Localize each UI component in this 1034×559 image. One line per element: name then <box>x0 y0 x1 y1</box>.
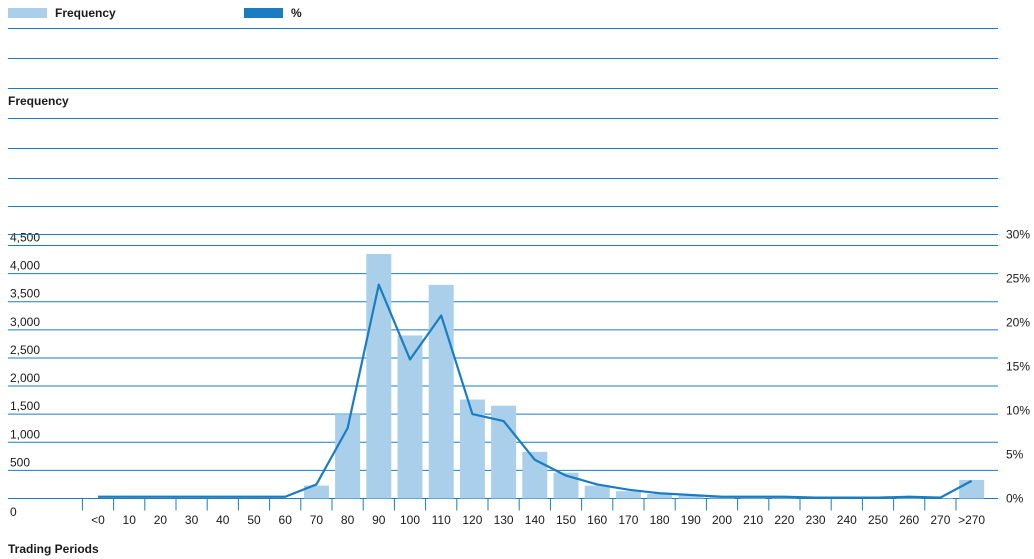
x-tick-label: 200 <box>712 513 732 527</box>
bar <box>771 497 797 499</box>
y-left-tick-label: 3,000 <box>10 315 40 329</box>
y-left-tick-label: 4,500 <box>10 231 40 245</box>
legend-label-frequency: Frequency <box>55 6 116 20</box>
x-tick-label: 170 <box>618 513 638 527</box>
bar <box>959 479 985 499</box>
bar <box>428 284 454 499</box>
x-tick-label: 250 <box>868 513 888 527</box>
x-tick-label: 100 <box>400 513 420 527</box>
y-left-tick-label: 0 <box>10 505 17 519</box>
x-tick-label: 220 <box>774 513 794 527</box>
y-right-tick-label: 20% <box>1006 316 1030 330</box>
y-left-tick-label: 4,000 <box>10 259 40 273</box>
x-tick-label: 70 <box>310 513 324 527</box>
x-tick-label: 150 <box>556 513 576 527</box>
bar <box>740 497 766 499</box>
legend-swatch-frequency <box>8 8 47 18</box>
x-tick-label: 30 <box>185 513 199 527</box>
x-tick-label: 230 <box>806 513 826 527</box>
x-tick-label: 210 <box>743 513 763 527</box>
legend-item-percent: % <box>244 6 302 20</box>
y-right-tick-label: 15% <box>1006 360 1030 374</box>
legend-swatch-percent <box>244 8 283 18</box>
bar <box>366 253 392 499</box>
x-tick-label: 180 <box>650 513 670 527</box>
y-left-tick-label: 3,500 <box>10 287 40 301</box>
y-left-tick-label: 1,500 <box>10 399 40 413</box>
x-tick-label: 80 <box>341 513 355 527</box>
x-tick-label: 160 <box>587 513 607 527</box>
x-tick-label: 110 <box>432 513 451 527</box>
x-tick-label: 20 <box>154 513 168 527</box>
x-tick-label: 50 <box>247 513 261 527</box>
x-tick-label: 140 <box>525 513 545 527</box>
y-right-tick-label: 25% <box>1006 272 1030 286</box>
y-right-tick-label: 10% <box>1006 404 1030 418</box>
bar <box>647 494 673 499</box>
y-left-tick-label: 2,500 <box>10 343 40 357</box>
bar <box>584 485 610 499</box>
bar <box>397 335 423 499</box>
legend-item-frequency: Frequency <box>8 6 116 20</box>
bar <box>678 495 704 499</box>
x-tick-label: 90 <box>372 513 386 527</box>
y-left-tick-label: 2,000 <box>10 371 40 385</box>
x-tick-label: 40 <box>216 513 230 527</box>
percent-series-line <box>98 283 973 499</box>
y-right-tick-label: 5% <box>1006 448 1024 462</box>
x-tick-label: 60 <box>279 513 293 527</box>
legend-label-percent: % <box>291 6 302 20</box>
bar <box>615 491 641 499</box>
y-right-tick-label: 0% <box>1006 492 1024 506</box>
x-tick-label: >270 <box>958 513 985 527</box>
x-tick-label: 190 <box>681 513 701 527</box>
y-left-tick-label: 500 <box>10 455 30 469</box>
x-tick-label: 120 <box>462 513 482 527</box>
y-left-tick-label: 1,000 <box>10 427 40 441</box>
y-axis-title: Frequency <box>8 94 69 108</box>
x-tick-label: 130 <box>494 513 514 527</box>
x-axis-title: Trading Periods <box>8 542 99 556</box>
x-tick-label: 10 <box>123 513 137 527</box>
x-tick-label: 270 <box>930 513 950 527</box>
x-tick-label: 240 <box>837 513 857 527</box>
x-tick-label: 260 <box>899 513 919 527</box>
y-right-tick-label: 30% <box>1006 228 1030 242</box>
bar <box>303 485 329 499</box>
x-tick-label: <0 <box>91 513 105 527</box>
bar <box>896 497 922 499</box>
